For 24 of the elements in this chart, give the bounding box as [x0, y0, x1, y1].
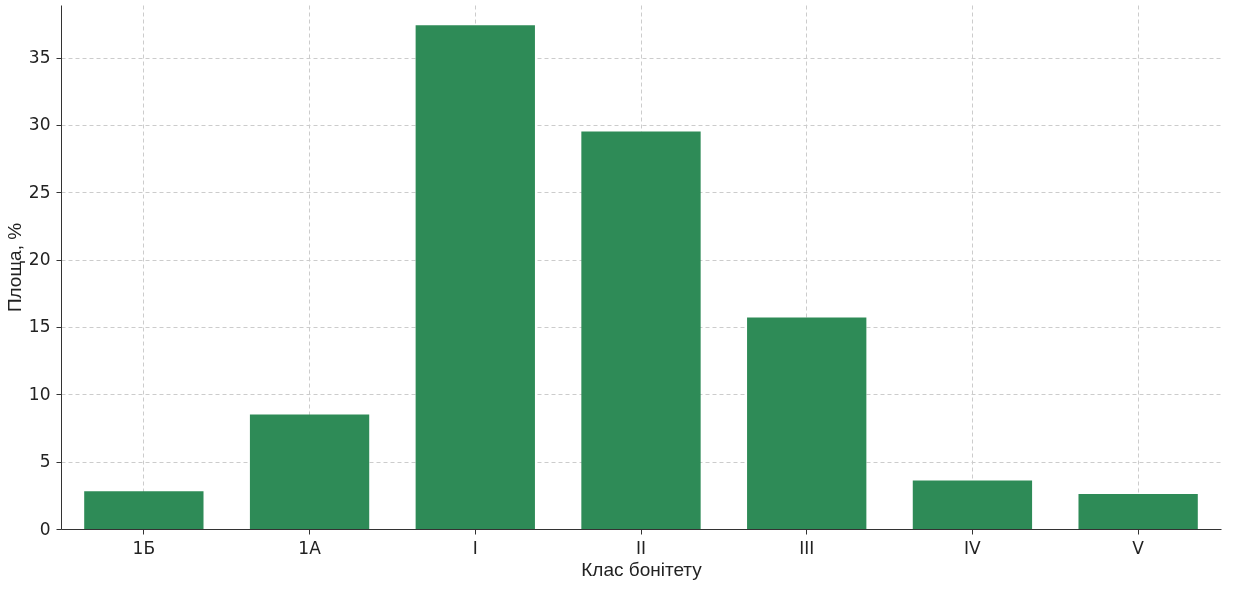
y-tick-label: 30	[28, 114, 51, 135]
y-tick-label: 5	[39, 451, 51, 472]
x-tick-label: I	[472, 537, 478, 558]
x-tick-label: V	[1132, 537, 1145, 558]
y-tick-label: 20	[28, 249, 51, 270]
x-tick-label: 1Б	[132, 537, 156, 558]
y-tick-label: 25	[28, 181, 51, 202]
x-axis-title: Клас бонітету	[581, 558, 703, 580]
x-tick-label: IV	[964, 537, 982, 558]
bar	[747, 317, 867, 529]
bar	[84, 491, 204, 529]
x-tick-label: II	[635, 537, 647, 558]
bar	[912, 480, 1033, 529]
y-tick-label: 35	[28, 47, 51, 68]
y-tick-label: 0	[39, 518, 51, 539]
y-axis-title: Площа, %	[3, 222, 25, 313]
x-tick-label: III	[799, 537, 815, 558]
y-tick-label: 10	[28, 383, 51, 404]
x-tick-label: 1А	[298, 537, 322, 558]
y-tick-label: 15	[28, 316, 51, 337]
bar	[415, 25, 535, 529]
bar	[1078, 493, 1198, 529]
bar	[249, 414, 370, 529]
bar	[581, 131, 701, 529]
